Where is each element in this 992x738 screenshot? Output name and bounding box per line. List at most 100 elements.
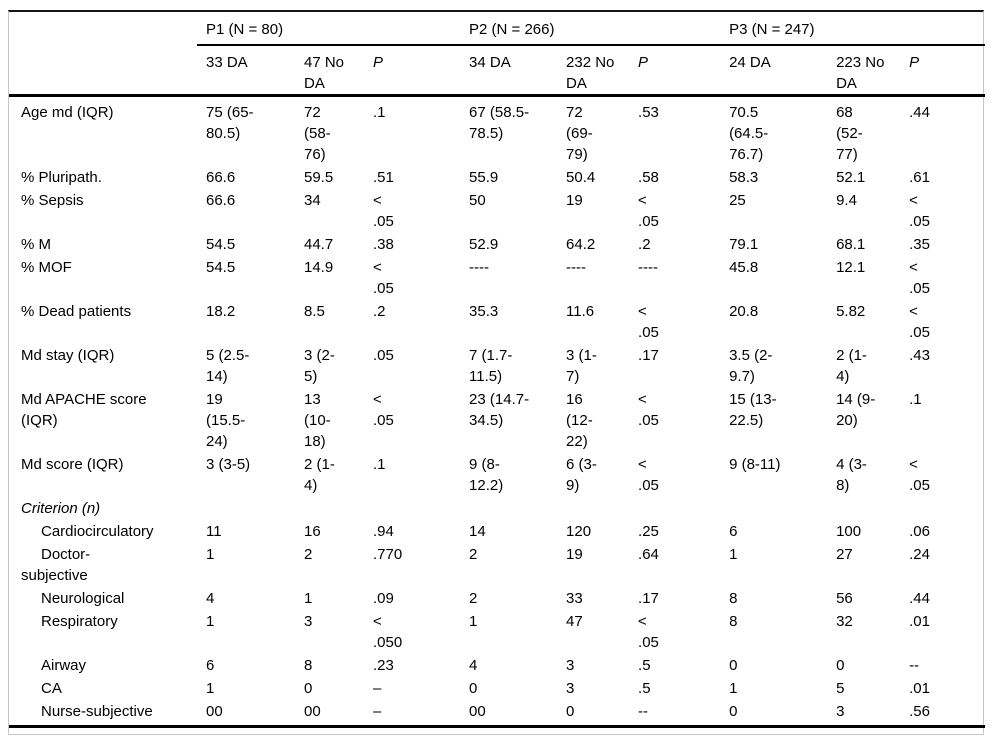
table-cell: 2 (1- 4) bbox=[836, 347, 867, 385]
table-row: Neurological 4 1 .09 2 33 .17 8 56 .44 bbox=[9, 587, 985, 610]
table-cell: .2 bbox=[638, 236, 651, 253]
table-cell: .23 bbox=[373, 657, 394, 674]
table-cell: 0 bbox=[557, 700, 630, 728]
table-cell: .53 bbox=[638, 104, 659, 121]
row-label: % Dead patients bbox=[21, 303, 132, 320]
table-cell: 54.5 bbox=[206, 236, 236, 253]
column-header: 47 No DA bbox=[295, 45, 364, 97]
table-cell: .44 bbox=[909, 590, 930, 607]
table-cell: 5 bbox=[836, 680, 845, 697]
table-row: CA 1 0 – 0 3 .5 1 5 .01 bbox=[9, 677, 985, 700]
table-cell: – bbox=[364, 700, 461, 728]
group-header: P1 (N = 80) bbox=[197, 12, 461, 46]
table-cell: 8 bbox=[729, 590, 738, 607]
table-cell: 25 bbox=[729, 192, 746, 209]
table-row: Cardiocirculatory 11 16 .94 14 120 .25 6 100 .06 bbox=[9, 520, 985, 543]
table-cell: < .05 bbox=[909, 456, 930, 494]
row-label: Md stay (IQR) bbox=[21, 347, 115, 364]
table-cell: 1 bbox=[206, 613, 215, 630]
table-cell: 2 bbox=[304, 546, 313, 563]
table-cell: 4 bbox=[469, 657, 478, 674]
table-cell: 8.5 bbox=[304, 303, 325, 320]
table-cell: 68 (52- 77) bbox=[836, 104, 863, 163]
table-cell: 13 (10- 18) bbox=[304, 391, 331, 450]
table-cell bbox=[720, 497, 827, 520]
table-cell bbox=[827, 497, 900, 520]
table-cell: 4 bbox=[206, 590, 215, 607]
table-cell: 100 bbox=[836, 523, 862, 540]
table-cell: 19 (15.5- 24) bbox=[206, 391, 246, 450]
row-label: % MOF bbox=[21, 259, 72, 276]
row-label: Respiratory bbox=[41, 613, 118, 630]
table-cell: 1 bbox=[469, 613, 478, 630]
row-label: Cardiocirculatory bbox=[41, 523, 154, 540]
table-cell: .01 bbox=[909, 613, 930, 630]
table-cell: .17 bbox=[638, 590, 659, 607]
table-cell: 3 bbox=[566, 680, 575, 697]
table-cell: .43 bbox=[909, 347, 930, 364]
table-cell: .38 bbox=[373, 236, 394, 253]
table-cell: 1 bbox=[206, 680, 215, 697]
table-cell: 20.8 bbox=[729, 303, 759, 320]
table-row: Respiratory 1 3 < .050 1 47 < .05 8 32 .01 bbox=[9, 610, 985, 654]
row-label: % Sepsis bbox=[21, 192, 84, 209]
column-header: 232 No DA bbox=[557, 45, 630, 97]
table-cell bbox=[629, 497, 720, 520]
table-cell: 00 bbox=[197, 700, 295, 728]
table-cell: 72 (69- 79) bbox=[566, 104, 593, 163]
column-header: 34 DA bbox=[460, 45, 558, 97]
table-cell: 6 bbox=[206, 657, 215, 674]
table-cell: 54.5 bbox=[206, 259, 236, 276]
table-cell: 19 bbox=[566, 546, 583, 563]
table-cell: .17 bbox=[638, 347, 659, 364]
table-cell: .61 bbox=[909, 169, 930, 186]
row-label: Neurological bbox=[41, 590, 125, 607]
table-cell: 8 bbox=[729, 613, 738, 630]
table-cell: 52.1 bbox=[836, 169, 866, 186]
table-cell: .25 bbox=[638, 523, 659, 540]
column-header: P bbox=[629, 45, 721, 97]
table-cell: 79.1 bbox=[729, 236, 759, 253]
table-cell: 11 bbox=[206, 523, 222, 540]
table-cell: 1 bbox=[304, 590, 313, 607]
row-label: Criterion (n) bbox=[21, 500, 101, 517]
table-cell: .1 bbox=[373, 456, 386, 473]
table-cell: 2 bbox=[469, 546, 478, 563]
table-row: Doctor- subjective 1 2 .770 2 19 .64 1 27 .24 bbox=[9, 543, 985, 587]
table-cell: 6 bbox=[729, 523, 738, 540]
table-cell: .44 bbox=[909, 104, 930, 121]
table-cell: 44.7 bbox=[304, 236, 334, 253]
table-cell: 58.3 bbox=[729, 169, 759, 186]
table-row: Airway 6 8 .23 4 3 .5 0 0 -- bbox=[9, 654, 985, 677]
table-cell: .5 bbox=[638, 657, 651, 674]
table-cell: 50 bbox=[469, 192, 486, 209]
table-cell: ---- bbox=[566, 259, 587, 276]
table-cell: -- bbox=[629, 700, 721, 728]
table-cell: 23 (14.7- 34.5) bbox=[469, 391, 530, 429]
table-cell: 7 (1.7- 11.5) bbox=[469, 347, 513, 385]
row-label: Md score (IQR) bbox=[21, 456, 124, 473]
table-cell bbox=[364, 497, 460, 520]
row-label: % M bbox=[21, 236, 51, 253]
table-cell: .01 bbox=[909, 680, 930, 697]
table-cell: 5 (2.5- 14) bbox=[206, 347, 250, 385]
table-cell: .35 bbox=[909, 236, 930, 253]
table-cell: 50.4 bbox=[566, 169, 596, 186]
row-label: CA bbox=[41, 680, 62, 697]
table-cell: 9.4 bbox=[836, 192, 857, 209]
table-cell: 9 (8- 12.2) bbox=[469, 456, 504, 494]
table-cell: 11.6 bbox=[566, 303, 595, 320]
table-cell: – bbox=[373, 680, 382, 697]
table-cell: .1 bbox=[373, 104, 386, 121]
table-cell: 32 bbox=[836, 613, 853, 630]
table-cell: 72 (58- 76) bbox=[304, 104, 331, 163]
column-header: P bbox=[900, 45, 986, 97]
row-label: Age md (IQR) bbox=[21, 104, 114, 121]
table-cell: 14 bbox=[469, 523, 486, 540]
table-cell: < .05 bbox=[638, 391, 659, 429]
table-cell: 2 (1- 4) bbox=[304, 456, 335, 494]
table-row: % MOF 54.5 14.9 < .05 ---- ---- ---- 45.8 12.1 < … bbox=[9, 256, 985, 300]
table-cell: 0 bbox=[720, 700, 828, 728]
group-header-row: P1 (N = 80) P2 (N = 266) P3 (N = 247) bbox=[9, 12, 986, 46]
table-cell: 34 bbox=[304, 192, 321, 209]
